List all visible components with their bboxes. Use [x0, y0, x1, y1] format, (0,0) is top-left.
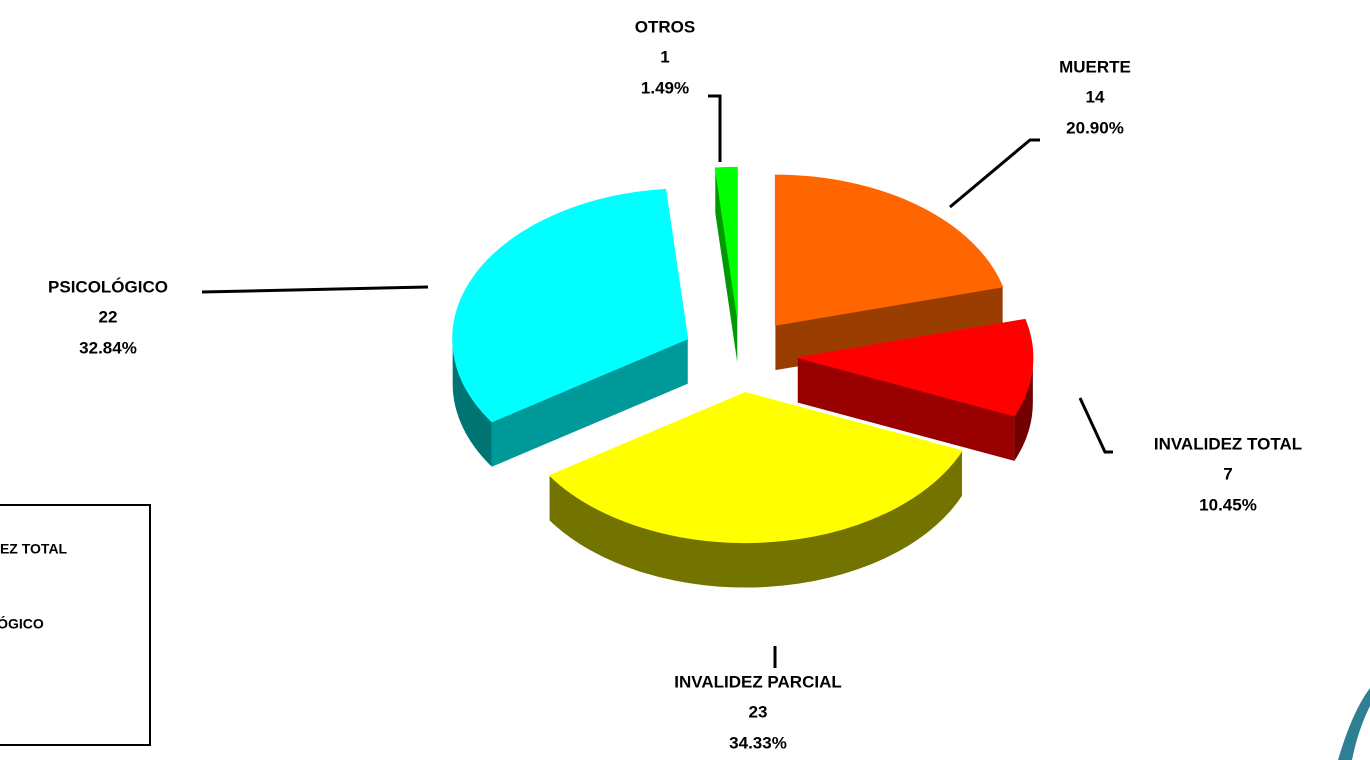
- data-label-percent: 1.49%: [641, 78, 689, 97]
- slice-side: [452, 338, 492, 467]
- leader-line: [201, 285, 429, 294]
- slice-group: [548, 392, 963, 588]
- data-label-name: INVALIDEZ PARCIAL: [674, 672, 841, 691]
- legend-box: [0, 504, 151, 746]
- slice-group: [774, 174, 1004, 371]
- data-label-value: 1: [660, 47, 669, 66]
- slice: [774, 174, 1004, 326]
- slice: [797, 318, 1034, 417]
- slice-group: [797, 318, 1034, 461]
- leader-line: [1078, 397, 1113, 454]
- data-label-percent: 10.45%: [1199, 495, 1257, 514]
- data-label-value: 14: [1086, 87, 1105, 106]
- slice-side: [549, 450, 963, 588]
- data-label-percent: 32.84%: [79, 338, 137, 357]
- legend-label: INVALIDEZ TOTAL: [0, 541, 68, 557]
- slice-group: [714, 166, 738, 363]
- slice-side: [1014, 357, 1033, 461]
- leader-line: [708, 94, 722, 162]
- data-label-value: 7: [1223, 464, 1232, 483]
- slice: [452, 188, 689, 423]
- slice-side: [775, 286, 1003, 371]
- data-label-name: INVALIDEZ TOTAL: [1154, 434, 1302, 453]
- slice: [548, 392, 963, 544]
- slice-side: [491, 338, 688, 467]
- slice-group: [452, 188, 689, 467]
- data-label-name: MUERTE: [1059, 57, 1131, 76]
- legend-label: PSICOLÓGICO: [0, 615, 44, 632]
- leader-line: [949, 138, 1040, 209]
- data-label-value: 23: [749, 702, 768, 721]
- data-label-percent: 34.33%: [729, 733, 787, 752]
- data-label-value: 22: [99, 307, 118, 326]
- data-label-percent: 20.90%: [1066, 118, 1124, 137]
- decoration: [1338, 688, 1370, 760]
- slice-side: [797, 357, 1015, 461]
- slice: [714, 166, 738, 318]
- data-label-name: PSICOLÓGICO: [48, 277, 168, 296]
- data-label-name: OTROS: [635, 17, 695, 36]
- slice-side: [715, 168, 738, 363]
